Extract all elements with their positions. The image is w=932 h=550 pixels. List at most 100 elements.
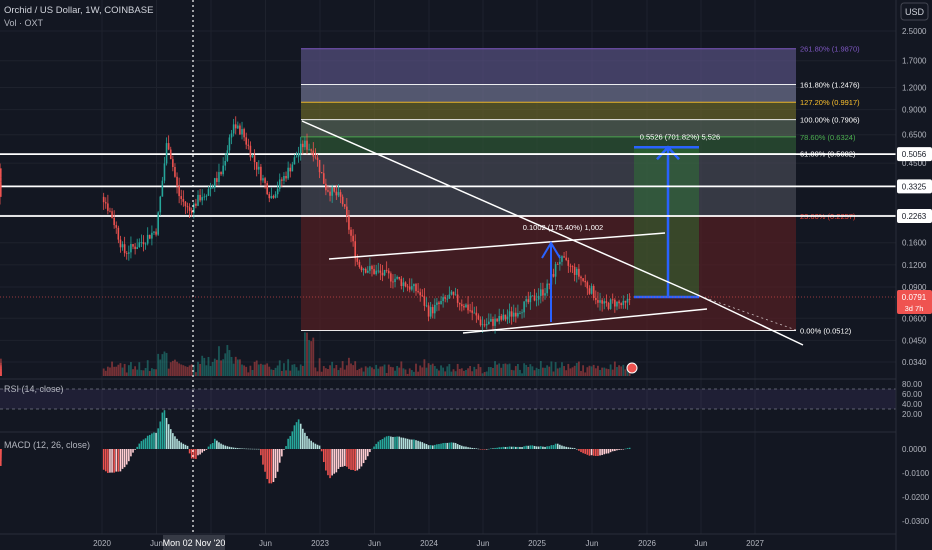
- volume-bar: [192, 364, 195, 376]
- macd-histogram-bar: [348, 449, 350, 469]
- volume-bar: [469, 365, 472, 376]
- macd-histogram-bar: [102, 449, 105, 470]
- macd-histogram-bar: [582, 449, 584, 454]
- volume-bar: [155, 369, 157, 376]
- candle-body: [178, 186, 180, 197]
- candle-body: [310, 149, 312, 151]
- volume-bar: [433, 366, 436, 376]
- candle-body: [381, 272, 384, 276]
- volume-bar: [322, 366, 325, 376]
- volume-bar: [592, 364, 595, 376]
- candle-body: [508, 311, 511, 317]
- time-axis[interactable]: 2020 Jun Jun 2023 Jun 2024 Jun 2025 Jun 2026 Jun 20…: [93, 539, 764, 548]
- volume-bar: [525, 364, 528, 376]
- macd-histogram-bar: [540, 446, 542, 449]
- volume-bar: [308, 340, 310, 376]
- candle-body: [146, 234, 149, 244]
- candle-body: [394, 278, 396, 282]
- time-axis-tick: 2026: [638, 539, 656, 548]
- volume-bar: [442, 367, 445, 376]
- volume-bar: [203, 357, 206, 376]
- candle-body: [607, 302, 610, 309]
- macd-histogram-bar: [469, 447, 471, 449]
- macd-histogram-bar: [611, 449, 614, 452]
- candle-body: [218, 172, 220, 182]
- macd-histogram-bar: [302, 428, 304, 449]
- candle-body: [220, 172, 222, 175]
- volume-bar: [435, 368, 438, 376]
- target-label: 0.5526 (701.82%) 5,526: [640, 132, 720, 141]
- volume-bar: [502, 363, 505, 376]
- macd-histogram-bar: [134, 449, 136, 450]
- volume-bar: [264, 364, 266, 376]
- candle-body: [417, 291, 419, 293]
- currency-button[interactable]: [900, 2, 929, 21]
- volume-bar: [291, 364, 294, 376]
- volume-bar: [481, 373, 484, 376]
- macd-histogram-bar: [431, 445, 434, 449]
- time-axis-tick: Jun: [150, 539, 163, 548]
- macd-legend[interactable]: MACD (12, 26, close): [4, 440, 90, 450]
- volume-bar: [230, 356, 233, 376]
- crosshair-date-box: [163, 535, 225, 550]
- macd-histogram-bar: [209, 444, 212, 449]
- macd-histogram-bar: [289, 436, 292, 449]
- candle-body: [366, 270, 369, 273]
- candle-body: [128, 252, 130, 254]
- macd-histogram-bar: [383, 437, 386, 449]
- fib-zone: [301, 216, 796, 331]
- macd-histogram-bar: [283, 449, 285, 450]
- macd-histogram-bar: [224, 445, 227, 449]
- volume-bar: [163, 351, 166, 376]
- macd-histogram-bar: [268, 449, 271, 484]
- macd-histogram-bar: [314, 443, 317, 449]
- rsi-legend[interactable]: RSI (14, close): [4, 384, 64, 394]
- candle-body: [241, 129, 243, 135]
- candle-body: [197, 194, 199, 206]
- candle-body: [458, 302, 461, 305]
- rsi-axis-tick: 20.00: [902, 410, 923, 419]
- volume-bar: [222, 359, 225, 376]
- macd-histogram-bar: [452, 442, 455, 449]
- volume-bar: [132, 369, 134, 376]
- candle-body: [415, 284, 417, 292]
- volume-bar: [533, 370, 536, 376]
- macd-histogram-bar: [519, 446, 521, 449]
- candle-body: [247, 144, 250, 146]
- volume-bar: [184, 366, 187, 376]
- macd-histogram-bar: [325, 449, 327, 471]
- volume-bar: [266, 363, 269, 376]
- macd-histogram-bar: [537, 446, 540, 449]
- candle-body: [226, 150, 229, 162]
- fibonacci-retracement[interactable]: 261.80% (1.9870) 161.80% (1.2476) 127.20% …: [301, 45, 860, 336]
- macd-histogram-bar: [169, 429, 172, 449]
- macd-histogram-bar: [0, 449, 2, 466]
- volume-bar: [394, 370, 396, 376]
- candle-body: [121, 244, 124, 248]
- candle-body: [331, 187, 333, 196]
- candle-body: [369, 266, 371, 271]
- volume-legend: Vol · OXT: [4, 18, 44, 28]
- macd-histogram-bar: [506, 446, 509, 449]
- macd-histogram-bar: [398, 436, 401, 449]
- candle-body: [297, 153, 300, 157]
- volume-bar: [512, 370, 515, 376]
- price-label-box: [897, 179, 932, 194]
- volume-bar: [473, 366, 476, 376]
- macd-histogram-bar: [446, 442, 449, 449]
- volume-bar: [565, 370, 568, 376]
- volume-bar: [348, 357, 350, 376]
- volume-bar: [392, 367, 394, 376]
- macd-histogram-bar: [622, 449, 625, 450]
- horizontal-lines[interactable]: [0, 153, 896, 298]
- candle-body: [515, 312, 517, 317]
- volume-bar: [406, 373, 409, 376]
- macd-histogram-bar: [529, 445, 532, 449]
- macd-histogram-bar: [535, 446, 538, 449]
- candle-body: [102, 196, 105, 203]
- candle-body: [431, 307, 434, 314]
- trend-drawings[interactable]: 0.1002 (175.40%) 1,002: [301, 120, 804, 374]
- volume-bar: [537, 368, 540, 376]
- macd-histogram-bar: [182, 443, 185, 449]
